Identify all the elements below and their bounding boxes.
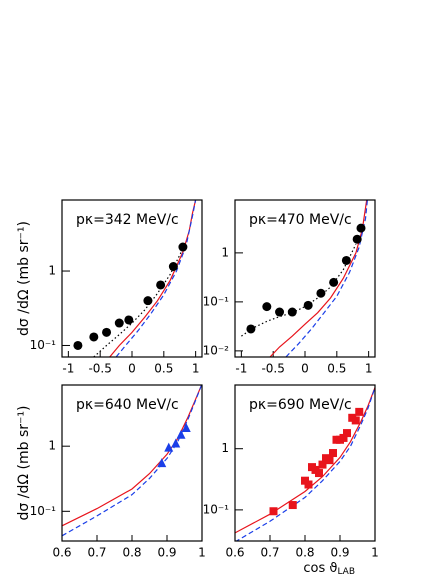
plot-area — [62, 385, 202, 537]
x-tick-label: 1 — [371, 546, 379, 560]
data-point — [318, 460, 327, 469]
data-point — [356, 223, 366, 233]
y-tick-label: 1 — [221, 245, 229, 259]
curve — [62, 385, 202, 527]
curve — [241, 244, 357, 337]
data-point — [341, 255, 351, 265]
x-axis-label-main: cos ϑ — [303, 561, 337, 576]
data-point — [329, 449, 337, 458]
x-tick-label: 1 — [365, 362, 373, 376]
annotation: pκ=640 MeV/c — [76, 397, 179, 413]
annotation: pκ=342 MeV/c — [76, 212, 179, 228]
plot-area — [73, 200, 197, 357]
data-point — [178, 242, 188, 252]
panel: -1 -0.5 0 0.5 1 10⁻² 10⁻¹ 1 pκ=470 MeV/c — [203, 199, 376, 376]
axes-frame — [234, 384, 376, 542]
data-point — [246, 324, 256, 334]
panel: -1 -0.5 0 0.5 1 10⁻¹ 1 pκ=342 MeV/c dσ /dΩ (mb s… — [16, 199, 203, 376]
data-point — [352, 234, 362, 244]
y-tick-label: 10⁻¹ — [203, 502, 230, 516]
data-point — [339, 433, 348, 442]
axes-frame — [61, 199, 203, 358]
x-axis-label-sub: LAB — [337, 567, 355, 577]
data-point — [329, 277, 339, 287]
data-point — [164, 442, 174, 452]
data-point — [351, 416, 360, 425]
x-tick-label: 0.6 — [225, 546, 244, 560]
x-tick-label: 0 — [128, 362, 136, 376]
data-point — [343, 429, 351, 438]
data-point — [287, 307, 297, 317]
x-tick-label: 0 — [301, 362, 309, 376]
data-point — [157, 458, 167, 468]
y-axis-label: dσ /dΩ (mb sr⁻¹) — [16, 406, 32, 521]
x-tick-label: 0.8 — [122, 546, 141, 560]
data-point — [303, 300, 313, 310]
data-point — [156, 280, 166, 290]
x-tick-label: 0.7 — [260, 546, 279, 560]
annotation: pκ=690 MeV/c — [249, 397, 352, 413]
data-point — [275, 307, 285, 317]
x-tick-label: -1 — [62, 362, 74, 376]
x-axis-label: cos ϑLAB — [303, 561, 355, 577]
x-tick-label: -0.5 — [261, 362, 284, 376]
data-point — [304, 480, 313, 489]
x-tick-label: 0.9 — [157, 546, 176, 560]
y-axis-label: dσ /dΩ (mb sr⁻¹) — [16, 221, 32, 336]
x-tick-label: 0.6 — [52, 546, 71, 560]
curve — [62, 385, 202, 537]
y-tick-label: 1 — [48, 264, 56, 278]
data-point — [114, 318, 124, 328]
data-point — [262, 302, 272, 312]
y-tick-label: 1 — [221, 441, 229, 455]
y-tick-label: 10⁻¹ — [30, 338, 57, 352]
plot-area — [235, 387, 375, 541]
data-point — [288, 501, 297, 510]
panel: 0.6 0.7 0.8 0.9 1 10⁻¹ 1 pκ=640 MeV/c dσ /dΩ (mb… — [16, 384, 206, 560]
y-tick-label: 10⁻² — [203, 343, 230, 357]
x-tick-label: 0.9 — [330, 546, 349, 560]
data-point — [269, 507, 278, 516]
x-tick-label: 0.8 — [295, 546, 314, 560]
data-point — [315, 469, 323, 478]
curve — [93, 248, 184, 357]
data-point — [325, 456, 334, 465]
data-point — [171, 438, 181, 448]
curve — [235, 387, 375, 541]
plot-area — [241, 200, 368, 357]
x-tick-label: -0.5 — [88, 362, 111, 376]
curve — [235, 387, 375, 534]
x-tick-label: 1 — [198, 546, 206, 560]
data-point — [316, 288, 326, 298]
x-tick-label: 0.5 — [327, 362, 346, 376]
axes-frame — [234, 199, 376, 358]
data-point — [102, 327, 112, 337]
data-point — [73, 340, 83, 350]
panel: 0.6 0.7 0.8 0.9 1 10⁻¹ 1 pκ=690 MeV/c cos ϑLAB — [203, 384, 379, 577]
y-tick-label: 1 — [48, 439, 56, 453]
data-point — [176, 429, 186, 439]
y-tick-label: 10⁻¹ — [30, 504, 57, 518]
data-point — [89, 332, 99, 342]
data-point — [355, 407, 364, 416]
x-tick-label: 1 — [192, 362, 200, 376]
curve — [115, 200, 197, 357]
axes-frame — [61, 384, 203, 542]
x-tick-label: -1 — [235, 362, 247, 376]
data-point — [143, 296, 153, 306]
annotation: pκ=470 MeV/c — [249, 212, 352, 228]
x-tick-label: 0.5 — [154, 362, 173, 376]
data-point — [181, 423, 191, 433]
data-point — [168, 262, 178, 272]
data-point — [124, 315, 134, 325]
y-tick-label: 10⁻¹ — [203, 294, 230, 308]
x-tick-label: 0.7 — [87, 546, 106, 560]
